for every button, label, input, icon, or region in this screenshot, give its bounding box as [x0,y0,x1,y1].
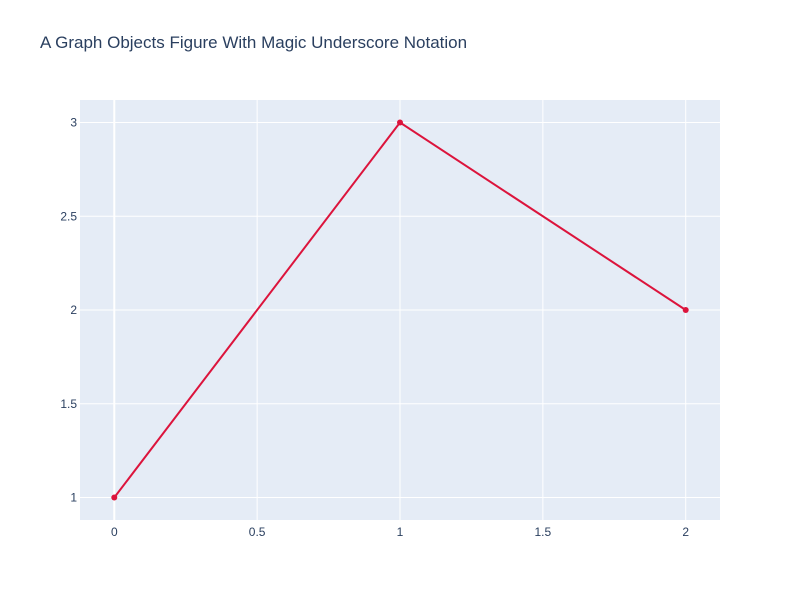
data-point[interactable] [111,494,118,501]
x-tick-label: 1.5 [535,525,552,539]
x-tick-label: 0 [111,525,118,539]
x-axis-ticks: 0 0.5 1 1.5 2 [111,525,689,539]
x-tick-label: 1 [397,525,404,539]
y-tick-label: 1.5 [60,397,77,411]
series-layer [111,119,689,501]
data-point[interactable] [397,119,403,126]
grid-lines [80,100,720,520]
y-tick-label: 2.5 [60,209,77,223]
chart-title: A Graph Objects Figure With Magic Unders… [40,33,468,52]
x-tick-label: 2 [682,525,689,539]
y-tick-label: 2 [70,303,77,317]
y-tick-label: 3 [70,116,77,130]
x-tick-label: 0.5 [249,525,266,539]
y-axis-ticks: 1 1.5 2 2.5 3 [60,116,77,505]
data-point[interactable] [682,307,689,313]
y-tick-label: 1 [70,491,77,505]
